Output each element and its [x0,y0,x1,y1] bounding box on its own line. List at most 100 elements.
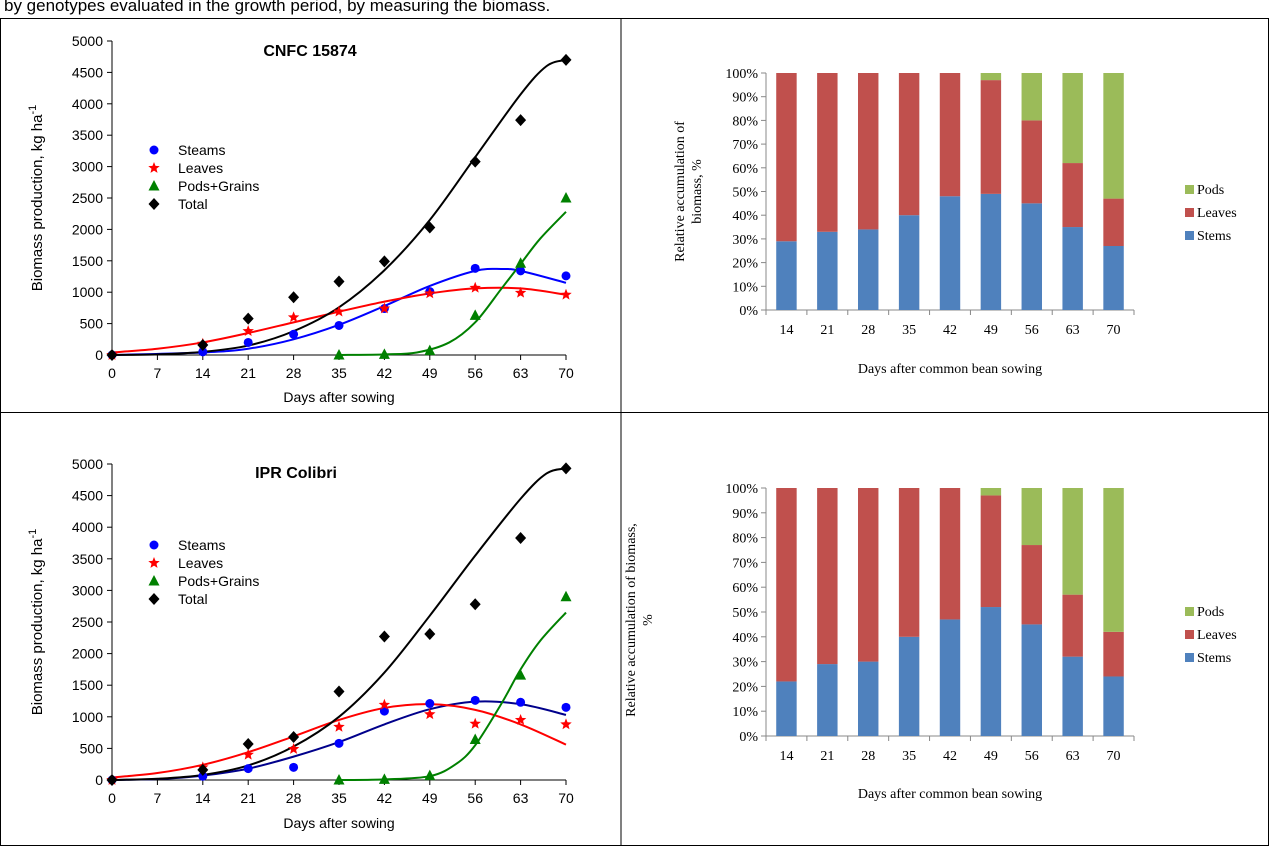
y-tick-label: 500 [80,740,104,756]
bar-segment-pods [1021,73,1042,121]
y-tick-label: 1000 [72,284,103,300]
y-tick-label: 60% [732,162,758,177]
data-point-steams [379,706,389,716]
legend-swatch [1185,653,1194,662]
legend-label: Steams [178,537,225,553]
legend-marker [149,540,159,550]
fit-line-leaves [111,286,567,354]
y-tick-label: 30% [732,233,758,248]
bar-segment-pods [980,73,1002,81]
fit-line-total [111,467,567,781]
y-axis-title: Relative accumulation of biomass, % [673,121,705,262]
bar-segment-stems [1021,624,1042,736]
x-tick-label: 56 [1025,323,1039,338]
y-tick-label: 20% [732,257,758,272]
y-tick-label: 500 [80,316,104,332]
x-tick-label: 42 [943,749,957,764]
y-tick-label: 30% [732,656,758,671]
y-tick-label: 60% [732,581,758,596]
legend-marker [148,198,160,210]
bar-segment-pods [1103,73,1124,199]
bar-segment-pods [1103,488,1124,632]
bar-segment-stems [898,636,920,736]
x-tick-label: 0 [108,790,116,806]
data-point-steams [470,695,480,705]
legend-marker [148,593,160,605]
data-point-total [378,630,390,643]
legend-swatch [1185,607,1194,616]
legend-marker [148,162,160,173]
legend-label: Leaves [178,160,223,176]
y-tick-label: 100% [725,67,758,82]
y-tick-label: 3500 [72,127,103,143]
data-point-leaves [333,720,345,732]
x-tick-label: 70 [558,365,574,381]
legend-label: Leaves [1197,206,1237,221]
x-tick-label: 49 [984,749,998,764]
y-tick-label: 4500 [72,64,103,80]
x-tick-label: 63 [513,365,529,381]
data-point-steams [470,263,480,273]
legend-label: Stems [1197,651,1231,666]
x-tick-label: 7 [154,790,162,806]
x-tick-label: 35 [331,365,347,381]
bar-segment-stems [1103,246,1124,310]
x-tick-label: 35 [331,790,347,806]
x-tick-label: 28 [861,323,875,338]
y-tick-label: 5000 [72,456,103,472]
y-tick-label: 0 [95,347,103,363]
y-tick-label: 1000 [72,709,103,725]
bar-segment-leaves [939,488,961,620]
y-tick-label: 2500 [72,190,103,206]
data-point-total [242,737,254,750]
bar-segment-leaves [817,488,838,665]
data-point-total [288,731,300,744]
x-tick-label: 49 [422,365,438,381]
legend-label: Pods [1197,605,1224,620]
legend-label: Total [178,196,208,212]
bar-segment-stems [776,241,797,310]
bar-segment-leaves [898,488,920,637]
x-tick-label: 70 [1107,323,1121,338]
x-axis-title: Days after sowing [283,389,394,405]
bar-segment-stems [1062,227,1083,310]
x-tick-label: 7 [154,365,162,381]
x-tick-label: 28 [861,749,875,764]
data-point-leaves [424,287,436,299]
x-tick-label: 28 [286,365,302,381]
legend-label: Leaves [178,555,223,571]
y-tick-label: 4000 [72,519,103,535]
x-tick-label: 63 [1066,323,1080,338]
data-point-total [469,598,481,611]
bar-segment-leaves [1021,120,1042,204]
bar-segment-pods [980,488,1002,496]
legend-marker [148,575,160,586]
x-axis-title: Days after common bean sowing [858,787,1042,802]
legend-label: Steams [178,142,225,158]
data-point-total [288,291,300,304]
x-tick-label: 42 [377,365,393,381]
x-tick-label: 63 [513,790,529,806]
biomass-scatter-colibri: 0 500 1000 1500 2000 2500 3000 3500 4000 4500 5000… [27,456,574,831]
fit-line-pods-grains [338,211,567,356]
bar-segment-stems [817,664,838,736]
y-tick-label: 1500 [72,253,103,269]
bar-segment-leaves [939,73,961,197]
bar-segment-pods [1062,488,1083,595]
x-tick-label: 56 [467,790,483,806]
x-tick-label: 42 [943,323,957,338]
legend-marker [148,180,160,191]
bar-segment-pods [1021,488,1042,546]
data-point-total [242,312,254,325]
bar-segment-stems [939,196,961,310]
x-tick-label: 21 [240,365,256,381]
legend-label: Leaves [1197,628,1237,643]
bar-segment-leaves [1062,163,1083,228]
bar-segment-leaves [898,73,920,216]
data-point-total [106,774,118,786]
y-tick-label: 100% [725,482,758,497]
bar-segment-leaves [980,495,1002,608]
legend-swatch [1185,185,1194,194]
y-tick-label: 4500 [72,488,103,504]
data-point-leaves [560,288,572,300]
